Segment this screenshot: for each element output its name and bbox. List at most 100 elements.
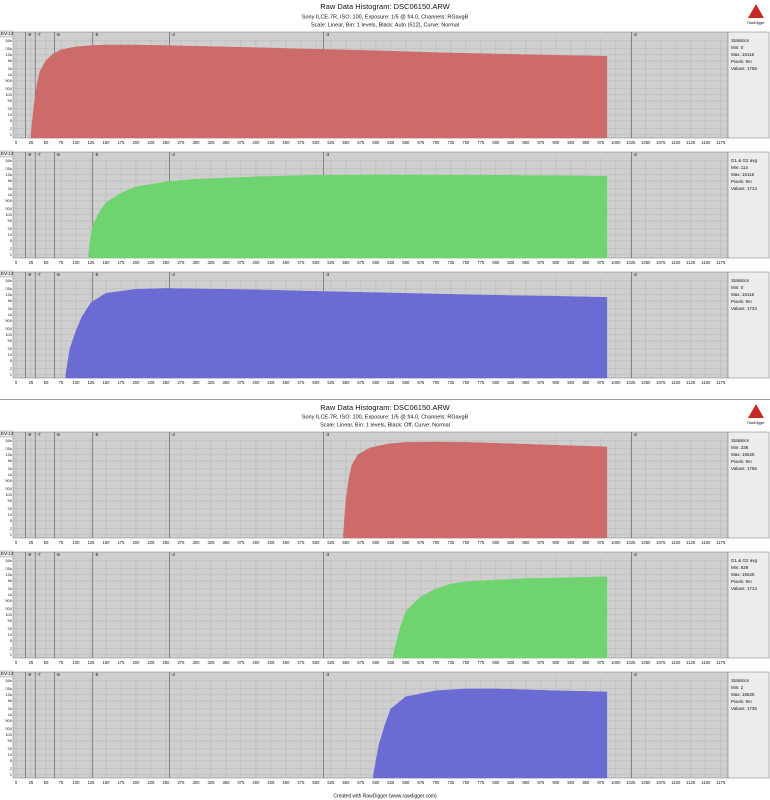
y-tick-label: 10k [6,172,12,177]
x-tick-label: 175 [117,780,125,785]
x-tick-label: 100 [72,540,80,545]
stat-line: Statistics [731,38,750,43]
ev-tick-label: -4 [171,152,175,157]
x-tick-label: 475 [297,660,305,665]
x-tick-label: 1100 [671,260,681,265]
y-tick-label: 10 [8,352,13,357]
x-tick-label: 300 [192,660,200,665]
x-tick-label: 425 [267,660,275,665]
stat-line: Pixels: 9m [731,59,752,64]
y-tick-label: 2 [10,526,13,531]
footer: Created with RawDigger (www.rawdigger.co… [333,793,437,799]
ev-tick-label: -8 [27,32,31,37]
x-tick-label: 275 [177,780,185,785]
y-tick-label: 5 [10,638,13,643]
x-tick-label: 950 [582,380,590,385]
x-tick-label: 500 [312,140,320,145]
x-tick-label: 1150 [701,260,711,265]
x-tick-label: 825 [507,260,515,265]
x-tick-label: 1075 [656,540,666,545]
x-tick-label: 75 [59,780,64,785]
x-tick-label: 675 [417,380,425,385]
x-tick-label: 800 [492,780,500,785]
y-tick-label: 2 [10,126,13,131]
x-tick-label: 950 [582,540,590,545]
x-tick-label: 100 [72,380,80,385]
x-tick-label: 550 [342,380,350,385]
x-tick-label: 550 [342,660,350,665]
ev-tick-label: -8 [27,272,31,277]
y-tick-label: 100 [5,212,12,217]
stat-line: Min: 114 [731,165,748,170]
stat-line: Max: 16116 [731,292,755,297]
x-tick-label: 450 [282,780,290,785]
x-tick-label: 25 [29,140,34,145]
ev-tick-label: -5 [94,152,98,157]
x-tick-label: 275 [177,540,185,545]
x-tick-label: 1025 [626,260,636,265]
stat-line: Values: 1734 [731,306,757,311]
x-tick-label: 475 [297,260,305,265]
x-tick-label: 525 [327,540,335,545]
x-tick-label: 700 [432,260,440,265]
x-tick-label: 775 [477,260,485,265]
x-tick-label: 1025 [626,660,636,665]
x-tick-label: 1000 [611,380,621,385]
y-tick-label: 10k [6,692,12,697]
x-tick-label: 1050 [641,380,651,385]
x-tick-label: 375 [237,260,245,265]
x-tick-label: 1075 [656,380,666,385]
y-tick-label: 500 [5,718,12,723]
x-tick-label: 75 [59,380,64,385]
x-tick-label: 650 [402,540,410,545]
y-tick-label: 50 [8,498,13,503]
logo-icon [748,404,764,418]
y-tick-label: 10 [8,512,13,517]
x-tick-label: 975 [597,660,605,665]
y-tick-label: 2k [8,186,12,191]
y-tick-label: 20 [8,106,13,111]
x-tick-label: 500 [312,260,320,265]
y-tick-label: 20 [8,506,13,511]
x-tick-label: 1125 [686,780,696,785]
x-tick-label: 425 [267,540,275,545]
x-tick-label: 775 [477,540,485,545]
y-tick-label: 50k [6,38,12,43]
x-tick-label: 200 [132,660,140,665]
y-tick-label: 10k [6,292,12,297]
x-tick-label: 1125 [686,540,696,545]
x-tick-label: 525 [327,780,335,785]
x-tick-label: 725 [447,380,455,385]
x-tick-label: 500 [312,780,320,785]
x-tick-label: 1150 [701,780,711,785]
camera-info: Sony ILCE-7R, ISO: 100, Exposure: 1/5 @ … [302,14,469,20]
stat-line: Values: 1756 [731,466,757,471]
x-tick-label: 800 [492,540,500,545]
x-tick-label: 400 [252,780,260,785]
x-tick-label: 500 [312,380,320,385]
y-tick-label: 500 [5,78,12,83]
y-tick-label: 10 [8,752,13,757]
stat-line: Values: 1714 [731,586,757,591]
x-tick-label: 675 [417,660,425,665]
x-tick-label: 1175 [716,260,726,265]
x-tick-label: 1100 [671,780,681,785]
x-tick-label: 0 [15,260,18,265]
x-tick-label: 1100 [671,140,681,145]
stat-line: Min: 2 [731,685,744,690]
stat-line: G1 & G2 avg [731,558,758,563]
x-tick-label: 625 [387,140,395,145]
y-tick-label: 20k [6,166,12,171]
x-tick-label: 925 [567,540,575,545]
x-tick-label: 1125 [686,660,696,665]
x-tick-label: 625 [387,780,395,785]
ev-label: EV-13 [1,151,14,156]
x-tick-label: 725 [447,540,455,545]
x-tick-label: 800 [492,140,500,145]
x-tick-label: 675 [417,140,425,145]
stats-box [727,551,770,659]
x-tick-label: 950 [582,140,590,145]
x-tick-label: 575 [357,540,365,545]
x-tick-label: 450 [282,540,290,545]
x-tick-label: 225 [147,140,155,145]
